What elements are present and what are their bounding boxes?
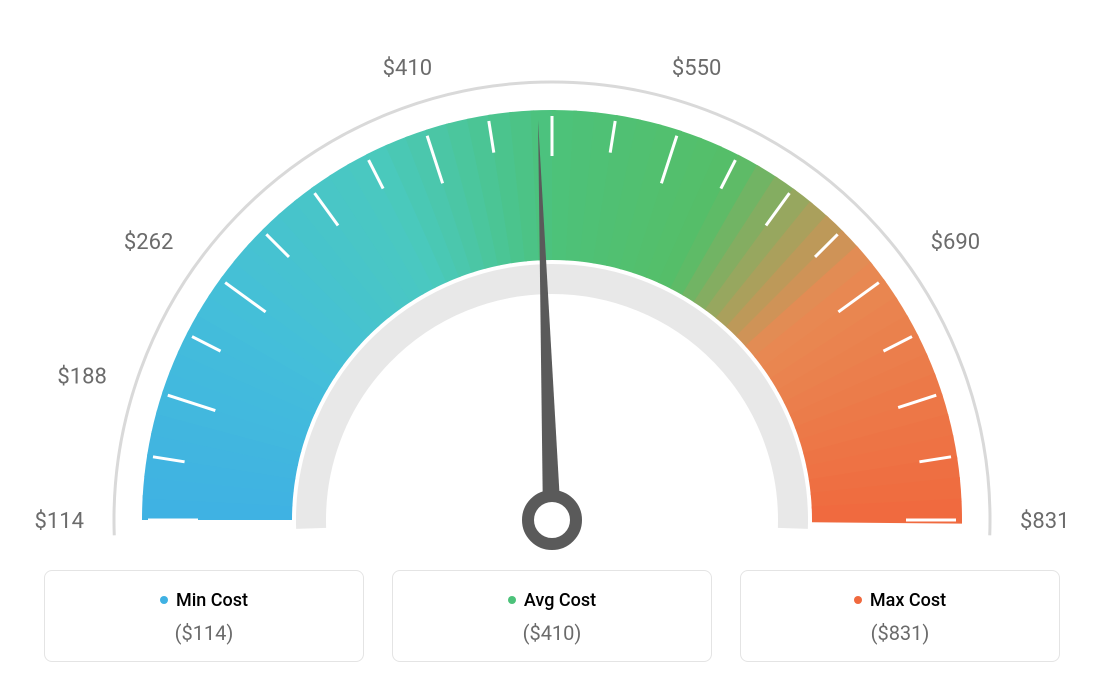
legend-label-max: Max Cost (870, 590, 946, 611)
svg-text:$188: $188 (57, 364, 106, 389)
legend-card-avg: Avg Cost ($410) (392, 570, 712, 662)
svg-text:$114: $114 (35, 509, 84, 534)
svg-text:$831: $831 (1020, 509, 1069, 534)
legend-label-min: Min Cost (176, 590, 248, 611)
legend-card-max: Max Cost ($831) (740, 570, 1060, 662)
legend-dot-min (160, 596, 168, 604)
legend-value-avg: ($410) (403, 621, 701, 645)
svg-text:$410: $410 (383, 56, 432, 81)
legend-dot-avg (508, 596, 516, 604)
legend-title-min: Min Cost (160, 590, 248, 611)
gauge-svg: $114 $188 $262 $410 $550 $690 $831 (0, 0, 1104, 560)
gauge-chart: $114 $188 $262 $410 $550 $690 $831 (0, 0, 1104, 560)
legend-value-min: ($114) (55, 621, 353, 645)
svg-text:$262: $262 (124, 230, 173, 255)
legend-row: Min Cost ($114) Avg Cost ($410) Max Cost… (0, 570, 1104, 662)
legend-title-max: Max Cost (854, 590, 946, 611)
legend-card-min: Min Cost ($114) (44, 570, 364, 662)
legend-dot-max (854, 596, 862, 604)
legend-title-avg: Avg Cost (508, 590, 596, 611)
legend-label-avg: Avg Cost (524, 590, 596, 611)
legend-value-max: ($831) (751, 621, 1049, 645)
svg-text:$690: $690 (931, 230, 980, 255)
svg-text:$550: $550 (672, 56, 721, 81)
